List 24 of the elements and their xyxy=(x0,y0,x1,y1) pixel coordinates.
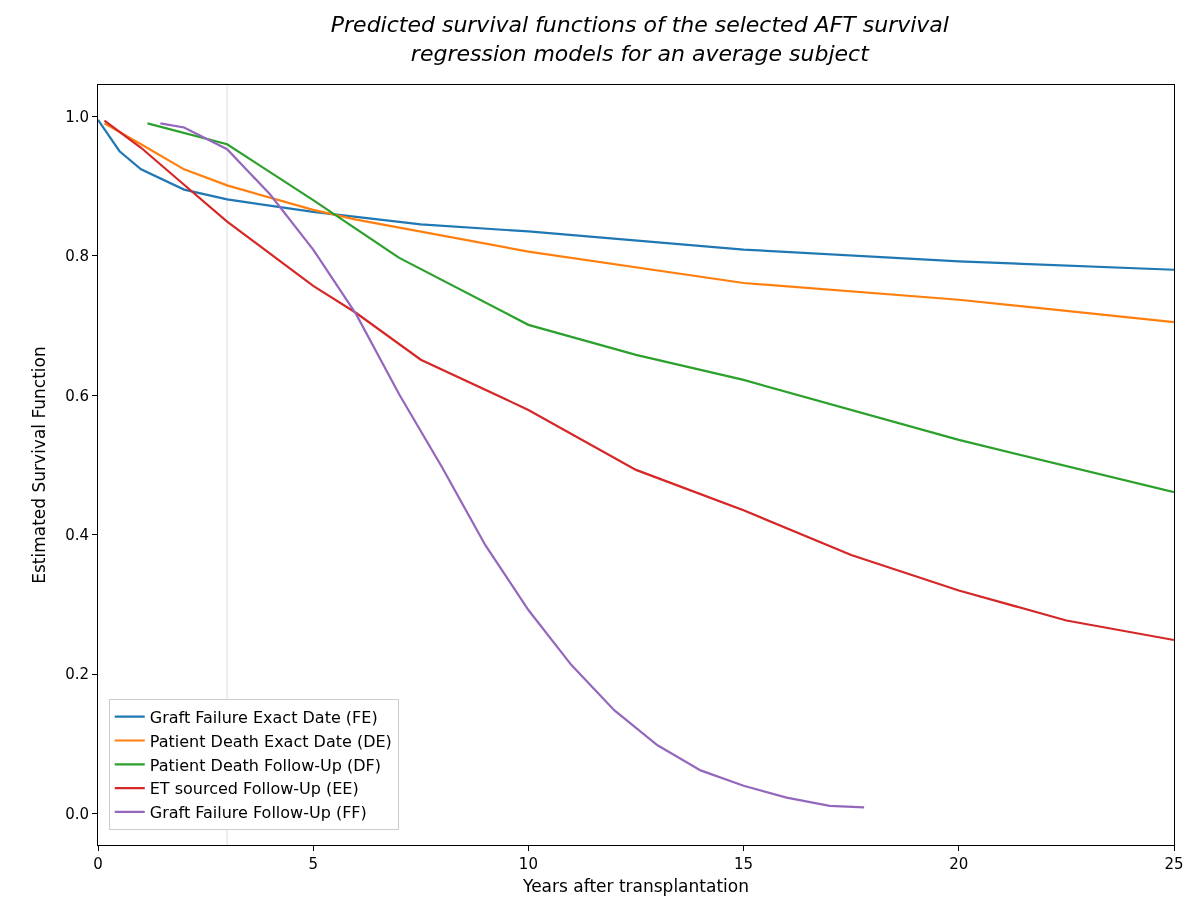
x-tick-label: 0 xyxy=(93,855,103,873)
y-axis-title: Estimated Survival Function xyxy=(28,346,49,584)
line-series xyxy=(146,122,1174,494)
chart-title: Predicted survival functions of the selected AFT survival regression models for an average subject xyxy=(330,11,949,66)
y-tick-label: 0.8 xyxy=(65,247,89,266)
y-tick-label: 0.4 xyxy=(65,525,89,544)
y-tick-label: 0.0 xyxy=(65,804,89,823)
legend-label: ET sourced Follow-Up (EE) xyxy=(149,779,359,799)
x-tick-label: 10 xyxy=(518,855,538,873)
legend-label: Patient Death Follow-Up (DF) xyxy=(149,755,381,775)
legend-label: Patient Death Exact Date (DE) xyxy=(149,731,392,751)
legend-label: Graft Failure Exact Date (FE) xyxy=(149,707,378,727)
line-series xyxy=(103,122,1174,324)
x-tick-label: 5 xyxy=(308,855,318,873)
x-tick-label: 15 xyxy=(734,855,754,873)
x-tick-label: 25 xyxy=(1164,855,1184,873)
y-tick-label: 1.0 xyxy=(65,107,89,126)
line-series xyxy=(103,119,1174,642)
line-series xyxy=(98,118,1174,271)
y-tick-label: 0.6 xyxy=(65,386,89,405)
x-axis-title: Years after transplantation xyxy=(522,876,749,897)
legend-label: Graft Failure Follow-Up (FF) xyxy=(149,803,367,823)
x-tick-label: 20 xyxy=(949,855,969,873)
y-tick-label: 0.2 xyxy=(65,665,89,684)
